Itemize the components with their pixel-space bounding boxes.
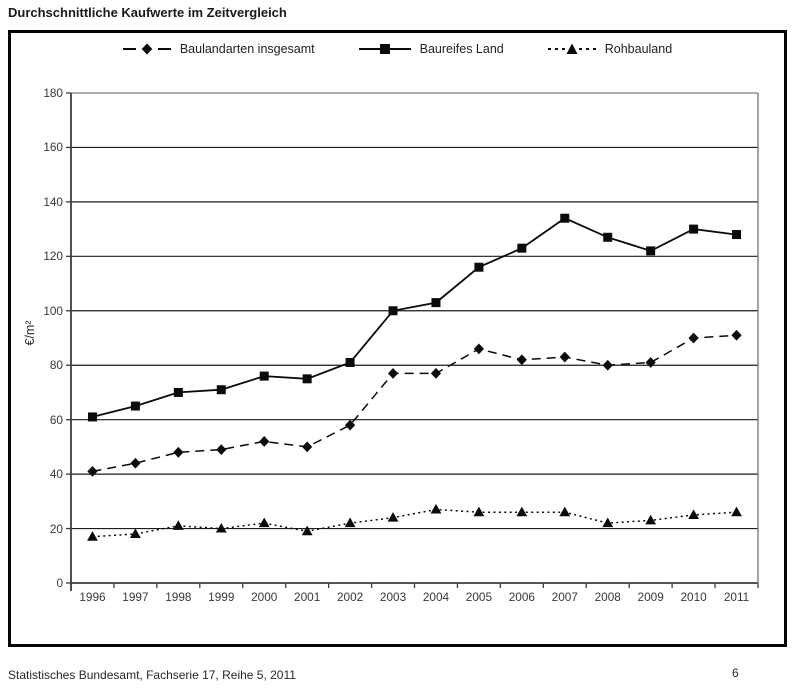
- page-number: 6: [732, 666, 739, 680]
- data-point-marker: [473, 343, 485, 355]
- data-point-marker: [646, 246, 656, 256]
- data-point-marker: [517, 243, 527, 253]
- data-point-marker: [215, 522, 227, 533]
- data-point-marker: [301, 525, 313, 536]
- x-tick-label: 2002: [336, 590, 364, 604]
- data-point-marker: [689, 224, 699, 234]
- data-point-marker: [516, 354, 527, 366]
- data-point-marker: [344, 419, 356, 431]
- data-point-marker: [216, 444, 227, 456]
- data-point-marker: [172, 520, 184, 530]
- data-point-marker: [731, 506, 742, 517]
- y-tick-label: 60: [49, 412, 63, 427]
- data-point-marker: [87, 465, 98, 477]
- data-point-marker: [259, 436, 270, 447]
- y-tick-label: 40: [49, 467, 63, 482]
- data-point-marker: [602, 517, 614, 528]
- data-point-marker: [387, 512, 399, 522]
- x-tick-label: 2009: [637, 590, 664, 604]
- data-point-marker: [430, 367, 442, 379]
- y-tick-label: 160: [43, 140, 63, 155]
- y-tick-label: 100: [43, 303, 63, 318]
- y-tick-label: 0: [56, 576, 63, 590]
- data-point-marker: [473, 506, 485, 517]
- data-point-marker: [302, 441, 313, 453]
- data-point-marker: [258, 517, 270, 528]
- data-point-marker: [259, 371, 269, 381]
- data-point-marker: [87, 531, 98, 541]
- x-tick-label: 2010: [680, 590, 707, 604]
- series-line-0: [92, 334, 737, 473]
- data-point-marker: [173, 387, 183, 397]
- data-point-marker: [344, 517, 356, 528]
- data-point-marker: [216, 385, 226, 395]
- y-tick-label: 20: [49, 521, 63, 536]
- x-tick-label: 2000: [251, 590, 278, 604]
- footer-source: Statistisches Bundesamt, Fachserie 17, R…: [8, 668, 296, 682]
- data-point-marker: [388, 306, 398, 316]
- data-point-marker: [731, 329, 742, 341]
- series-line-2: [92, 508, 737, 538]
- data-point-marker: [645, 357, 656, 368]
- x-tick-label: 1996: [79, 590, 106, 604]
- data-point-marker: [430, 503, 442, 514]
- data-point-marker: [645, 514, 657, 525]
- series-line-1: [92, 217, 737, 418]
- data-point-marker: [387, 367, 399, 379]
- data-point-marker: [602, 359, 613, 371]
- data-point-marker: [130, 528, 141, 538]
- data-point-marker: [560, 213, 570, 223]
- data-point-marker: [87, 412, 97, 422]
- data-point-marker: [732, 230, 742, 240]
- y-tick-label: 180: [43, 86, 63, 100]
- chart-container: Baulandarten insgesamt Baureifes Land Ro…: [8, 30, 787, 647]
- y-tick-label: 80: [49, 358, 63, 373]
- page-title: Durchschnittliche Kaufwerte im Zeitvergl…: [8, 5, 287, 20]
- x-tick-label: 1997: [122, 590, 149, 604]
- data-point-marker: [688, 332, 699, 344]
- x-tick-label: 2007: [551, 590, 578, 604]
- data-point-marker: [474, 262, 484, 272]
- data-point-marker: [130, 401, 140, 411]
- x-tick-label: 2005: [465, 590, 493, 604]
- data-point-marker: [302, 374, 312, 384]
- x-tick-label: 2003: [379, 590, 407, 604]
- data-point-marker: [603, 232, 613, 242]
- x-tick-label: 2001: [294, 590, 321, 604]
- y-axis-title: €/m²: [23, 320, 37, 346]
- data-point-marker: [130, 457, 141, 469]
- line-chart: [66, 92, 759, 591]
- data-point-marker: [559, 351, 570, 363]
- y-tick-label: 120: [43, 249, 63, 264]
- data-point-marker: [431, 298, 441, 308]
- y-tick-label: 140: [43, 194, 63, 209]
- x-tick-label: 1999: [208, 590, 235, 604]
- x-tick-label: 2006: [508, 590, 535, 604]
- x-tick-label: 2008: [594, 590, 621, 604]
- x-tick-label: 1998: [165, 590, 192, 604]
- data-point-marker: [516, 506, 528, 517]
- x-tick-label: 2011: [723, 590, 750, 604]
- data-point-marker: [688, 509, 699, 519]
- x-tick-label: 2004: [422, 590, 450, 604]
- data-point-marker: [559, 506, 571, 517]
- data-point-marker: [345, 358, 355, 367]
- data-point-marker: [173, 446, 184, 458]
